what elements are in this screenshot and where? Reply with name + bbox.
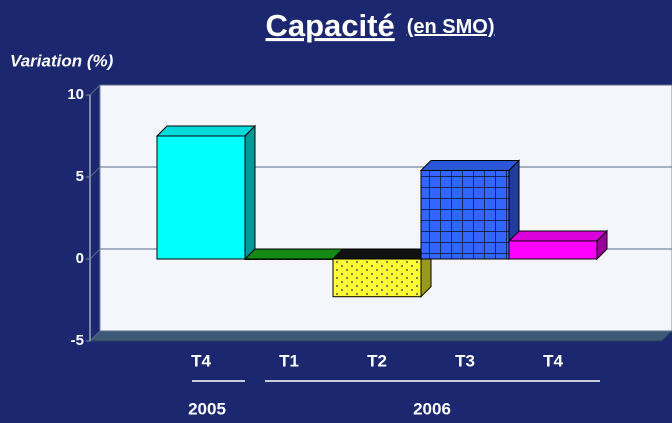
bar-top	[331, 248, 433, 260]
bar-front	[508, 240, 598, 260]
bar	[419, 159, 521, 261]
group-label: 2006	[413, 399, 451, 418]
grid-line	[89, 84, 672, 96]
plot-area: -5 0 5 10	[67, 84, 672, 349]
chart-title: Capacité (en SMO)	[265, 8, 494, 43]
x-tick-label: T4	[191, 351, 211, 370]
bar-front	[156, 135, 246, 260]
bar	[507, 229, 609, 261]
bar-pattern	[333, 259, 421, 297]
bar	[331, 247, 433, 298]
grid-line	[89, 330, 672, 342]
bar-top	[155, 125, 257, 137]
group-label: 2005	[188, 399, 226, 418]
x-tick-label: T4	[543, 351, 563, 370]
x-tick-label: T2	[367, 351, 387, 370]
floor	[88, 330, 672, 342]
x-tick-label: T3	[455, 351, 475, 370]
bar	[155, 124, 257, 261]
bar-top	[419, 159, 521, 171]
bar-side	[244, 124, 256, 261]
bar-pattern	[245, 259, 333, 260]
bar-top	[243, 248, 345, 260]
y-tick-label: 10	[67, 86, 84, 103]
bar-pattern	[421, 170, 509, 259]
y-tick-label: 5	[76, 168, 84, 185]
y-tick-label: -5	[71, 332, 84, 349]
y-axis-label: Variation (%)	[10, 51, 114, 70]
title: Capacité	[265, 8, 394, 43]
y-tick-label: 0	[76, 250, 84, 267]
x-tick-label: T1	[279, 351, 299, 370]
bar-top	[507, 230, 609, 242]
subtitle: (en SMO)	[407, 16, 495, 38]
bar	[243, 248, 345, 260]
